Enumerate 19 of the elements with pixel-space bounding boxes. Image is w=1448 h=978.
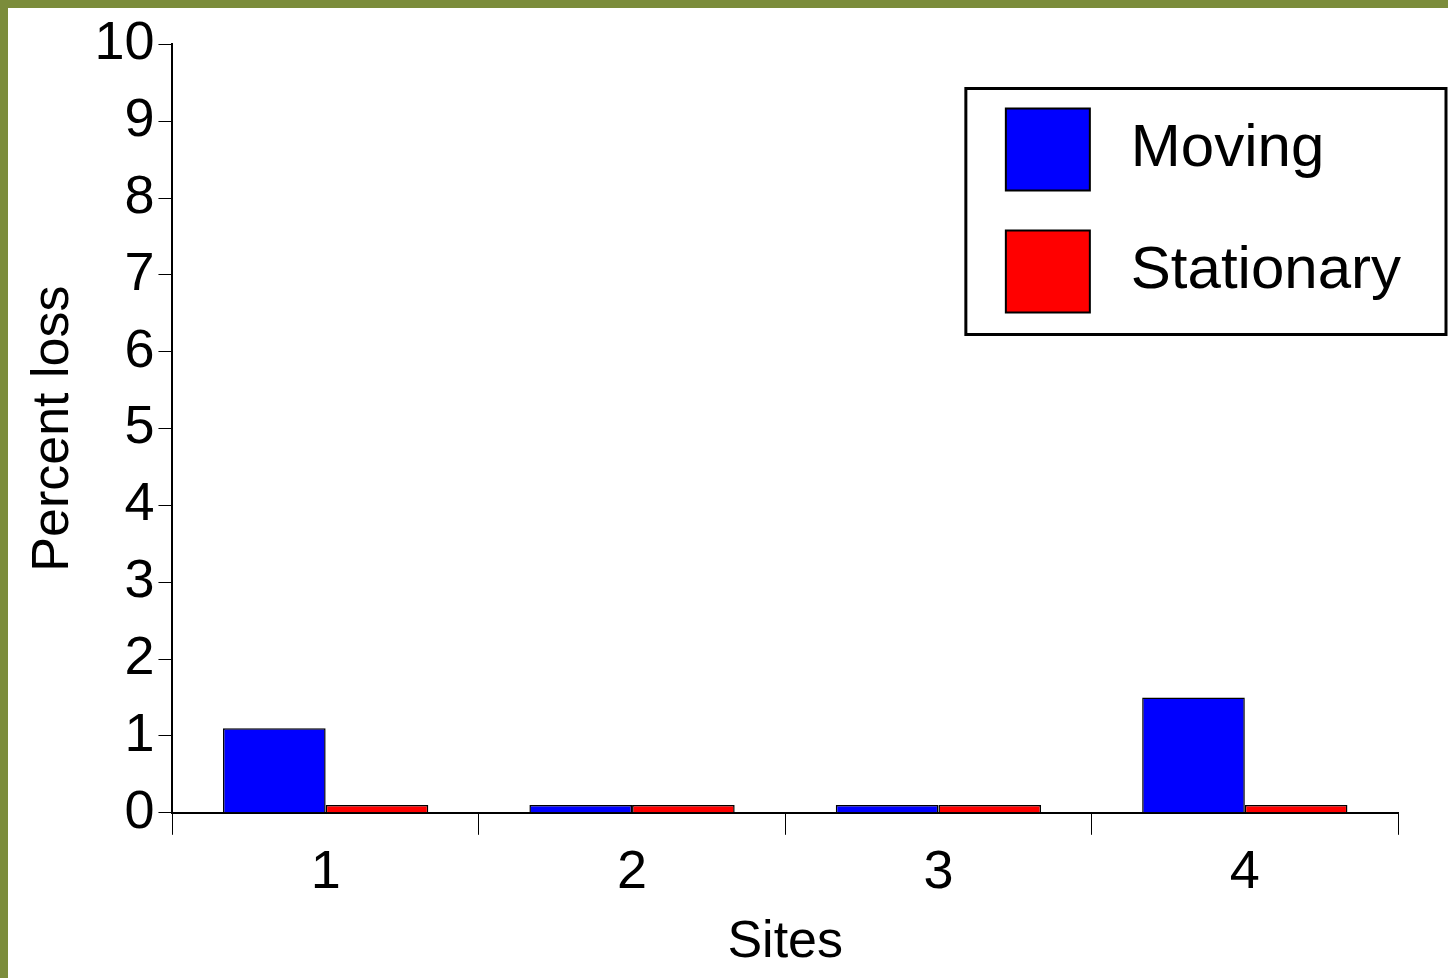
y-tick-label: 4 — [124, 471, 155, 532]
y-tick-label: 3 — [124, 548, 155, 609]
y-tick-label: 7 — [124, 240, 155, 301]
y-tick-label: 9 — [124, 87, 155, 148]
legend-label: Stationary — [1130, 233, 1402, 301]
x-tick-label: 3 — [923, 839, 954, 900]
y-axis-title: Percent loss — [20, 285, 79, 572]
legend-label: Moving — [1130, 111, 1325, 179]
y-tick-label: 6 — [124, 317, 155, 378]
y-tick-label: 0 — [124, 778, 155, 839]
y-tick-label: 2 — [124, 625, 155, 686]
y-tick-label: 8 — [124, 163, 155, 224]
y-tick-label: 5 — [124, 394, 155, 455]
x-tick-label: 1 — [310, 839, 341, 900]
x-axis-title: Sites — [727, 910, 844, 969]
x-tick-label: 2 — [617, 839, 648, 900]
x-tick-label: 4 — [1229, 839, 1260, 900]
y-tick-label: 1 — [124, 701, 155, 762]
y-tick-label: 10 — [94, 10, 155, 71]
